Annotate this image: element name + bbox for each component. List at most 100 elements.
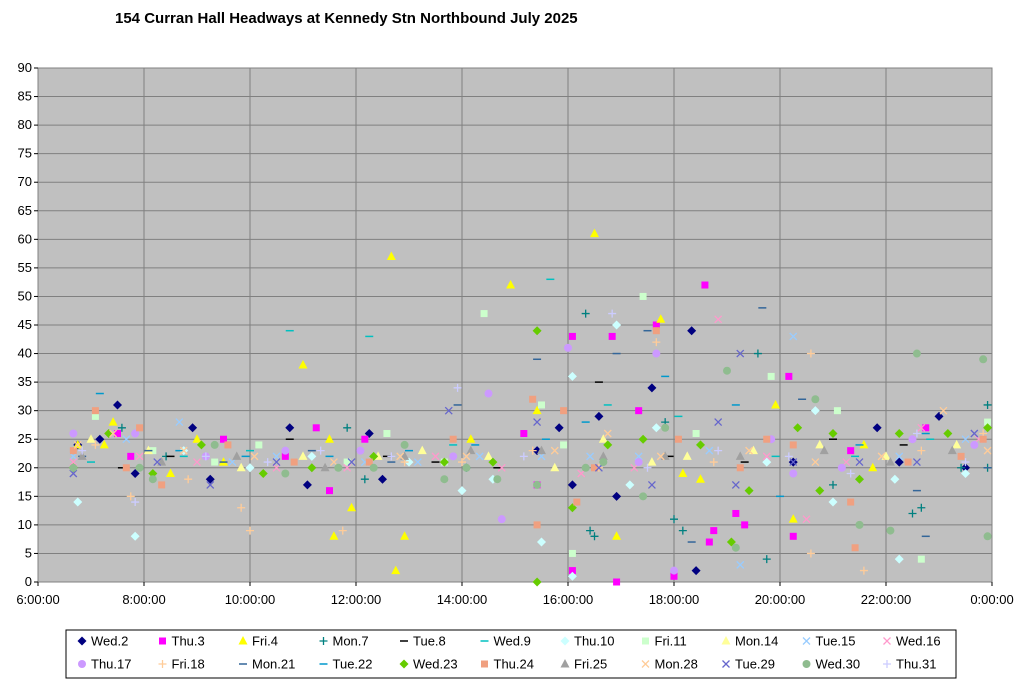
data-point [117, 423, 126, 432]
data-point [859, 439, 869, 449]
data-point [567, 371, 577, 381]
legend-label: Wed.23 [413, 657, 458, 672]
data-point [767, 372, 775, 380]
data-point [656, 314, 666, 323]
data-point [651, 423, 661, 433]
data-point [634, 458, 643, 467]
data-point [462, 463, 471, 472]
data-point [484, 451, 493, 460]
data-point [320, 462, 330, 472]
data-point [192, 434, 202, 443]
data-point [736, 349, 745, 358]
data-point [148, 468, 158, 478]
y-tick-label: 60 [18, 231, 32, 246]
data-point [175, 418, 184, 427]
data-point [806, 549, 815, 558]
legend-label: Tue.22 [333, 657, 373, 672]
data-point [762, 457, 772, 467]
data-point [855, 474, 864, 484]
data-point [343, 423, 352, 432]
data-point [131, 498, 140, 507]
data-point [365, 458, 373, 466]
legend-marker [560, 659, 570, 668]
data-point [661, 423, 670, 432]
data-point [736, 560, 745, 569]
x-axis: 6:00:00 8:00:00 10:00:00 12:00:00 14:00:00 16… [16, 582, 1014, 607]
y-tick-label: 25 [18, 431, 32, 446]
data-point [894, 554, 904, 564]
data-point [877, 452, 886, 461]
data-point [356, 446, 365, 455]
data-point [705, 538, 713, 546]
legend-marker [77, 636, 87, 646]
data-point [961, 468, 970, 478]
data-point [957, 463, 966, 472]
data-point [732, 509, 740, 517]
data-point [731, 543, 740, 552]
data-point [917, 423, 926, 432]
data-point [970, 440, 979, 449]
data-point [908, 435, 917, 444]
data-point [462, 452, 471, 461]
data-point [638, 434, 648, 444]
y-tick-label: 5 [25, 545, 32, 560]
data-point [692, 430, 700, 438]
data-point [573, 498, 581, 506]
chart-title: 154 Curran Hall Headways at Kennedy Stn … [115, 10, 578, 27]
data-point [598, 451, 608, 460]
data-point [763, 435, 771, 443]
series-wed-9 [87, 278, 935, 463]
data-point [281, 446, 290, 455]
data-point [788, 514, 798, 523]
data-point [855, 520, 864, 529]
data-point [789, 332, 798, 341]
data-point [568, 549, 576, 557]
x-tick-label: 12:00:00 [331, 592, 382, 607]
data-point [343, 463, 352, 472]
data-point [73, 440, 82, 449]
data-point [91, 407, 99, 415]
data-point [122, 464, 130, 472]
data-point [612, 320, 622, 330]
data-point [735, 451, 745, 460]
series-tue-22 [95, 375, 930, 498]
data-point [488, 457, 498, 467]
data-point [701, 281, 709, 289]
data-point [789, 532, 797, 540]
data-point [497, 515, 506, 524]
data-point [334, 463, 343, 472]
data-point [298, 359, 308, 369]
data-point [806, 349, 815, 358]
y-tick-label: 45 [18, 317, 32, 332]
data-point [847, 447, 855, 455]
legend-label: Fri.25 [574, 657, 607, 672]
data-point [890, 474, 900, 484]
series-thu-31 [78, 309, 970, 507]
data-point [272, 452, 281, 461]
legend-item: Mon.21 [239, 657, 295, 672]
data-point [885, 457, 895, 466]
data-point [347, 458, 356, 467]
data-point [196, 440, 206, 450]
x-tick-label: 8:00:00 [122, 592, 165, 607]
data-points [68, 228, 993, 587]
data-point [69, 463, 78, 472]
data-point [109, 429, 118, 438]
series-thu-17 [69, 343, 979, 575]
data-point [895, 452, 904, 461]
data-point [211, 458, 219, 466]
data-point [255, 441, 263, 449]
series-fri-4 [73, 228, 878, 575]
data-point [466, 445, 476, 455]
data-point [466, 434, 476, 443]
y-tick-label: 55 [18, 260, 32, 275]
data-point [837, 463, 846, 472]
data-point [263, 458, 272, 467]
legend-marker [802, 637, 811, 645]
data-point [687, 326, 697, 336]
data-point [360, 475, 369, 484]
legend-item: Wed.30 [802, 657, 860, 672]
data-point [811, 395, 820, 404]
series-fri-18 [91, 338, 988, 575]
legend-label: Thu.24 [494, 657, 534, 672]
